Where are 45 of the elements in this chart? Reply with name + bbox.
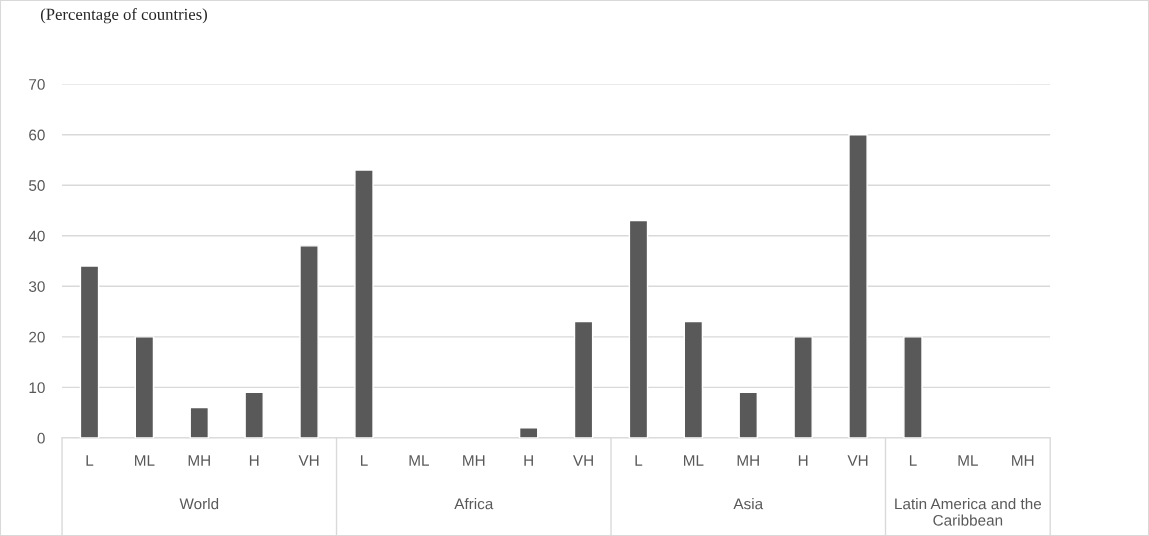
bar [793,336,813,438]
bar [354,169,374,438]
x-tick-label: L [909,455,917,466]
text: Africa [454,498,494,510]
x-tick-label: VH [573,455,593,466]
x-tick-label: ML [684,455,704,466]
x-tick-label: H [249,455,259,466]
bar [903,336,923,438]
x-tick-label: VH [298,455,319,466]
x-tick-label: MH [737,455,759,466]
x-tick-label: ML [958,455,978,466]
text: Asia [733,498,764,510]
y-tick-label: 60 [29,129,45,141]
bar [244,391,264,438]
x-tick-label: ML [135,455,155,466]
bar [518,427,539,438]
x-tick-label: ML [409,455,429,466]
y-tick-label: 70 [29,79,45,90]
x-tick-label: MH [1012,455,1034,466]
text: Latin America and the Caribbean [895,498,1042,526]
x-tick-label: L [635,455,643,466]
bar [628,219,649,438]
y-tick-label: 20 [29,331,45,343]
x-tick-label: L [86,455,94,466]
x-tick-label: L [360,455,368,466]
x-tick-label: MH [188,455,210,466]
text: World [179,498,219,510]
bar [189,406,210,438]
y-tick-label: 40 [28,230,45,242]
x-tick-label: H [798,455,808,466]
bar [134,336,155,438]
bar [573,320,594,438]
y-tick-label: 10 [29,382,45,394]
bar [738,391,759,438]
y-tick-label: 0 [37,432,45,444]
x-tick-label: MH [463,455,485,466]
x-tick-label: H [524,455,533,466]
chart-title: (Percentage of countries) [40,8,207,24]
bar [683,320,704,438]
bar [79,265,100,438]
y-tick-label: 30 [28,281,45,292]
bar [299,245,319,438]
y-tick-label: 50 [29,180,45,191]
bar [848,133,868,438]
x-tick-label: VH [847,455,868,466]
